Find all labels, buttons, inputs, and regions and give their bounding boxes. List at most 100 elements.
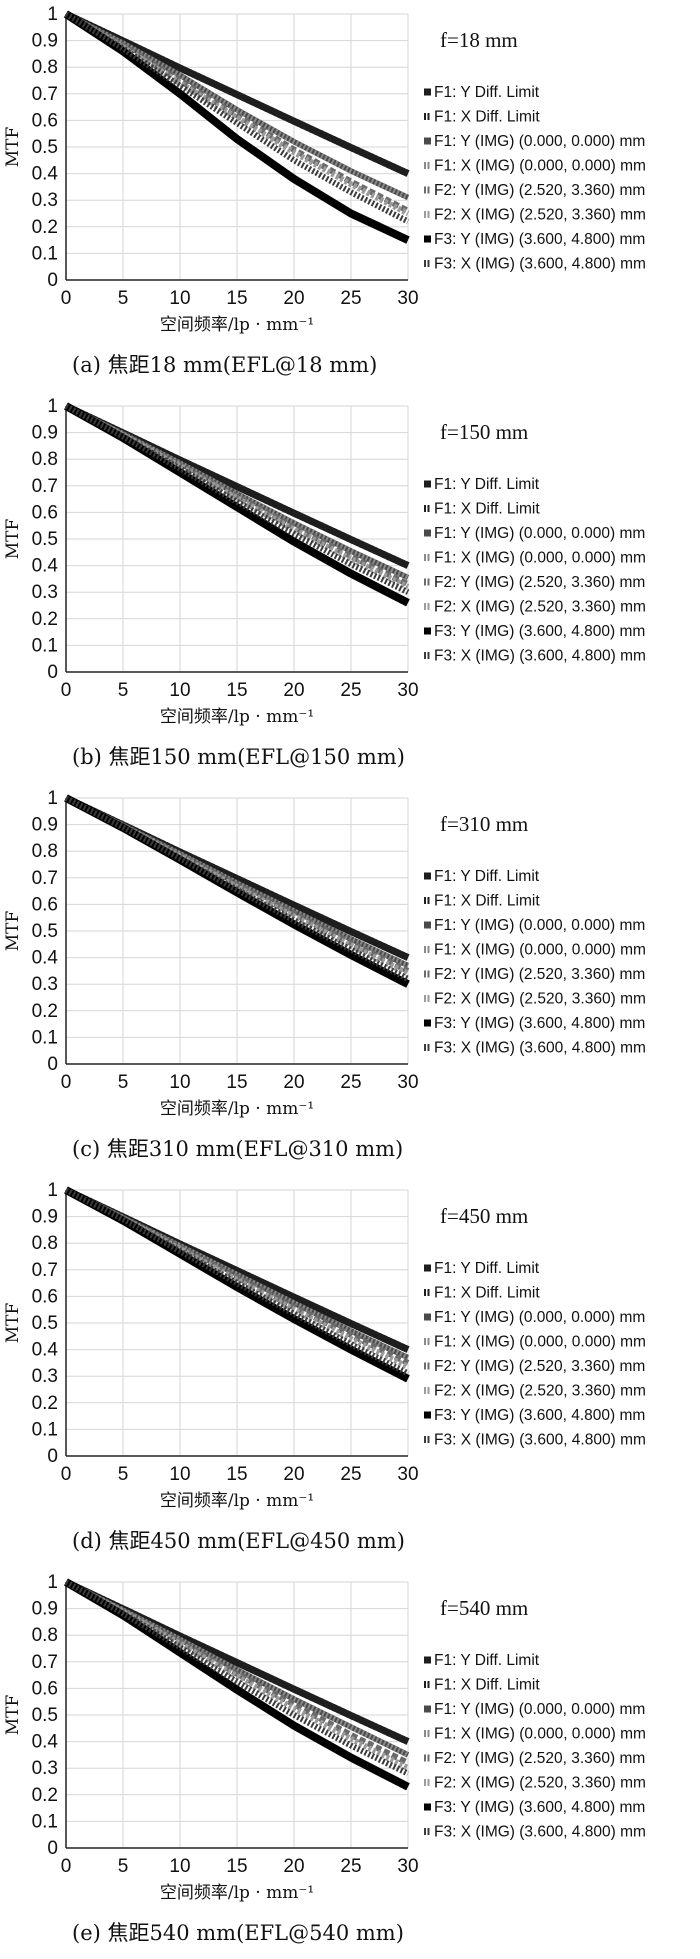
y-tick-label: 0.7 (32, 1652, 58, 1673)
focal-length-label: f=18 mm (440, 28, 518, 52)
mtf-chart: 00.10.20.30.40.50.60.70.80.910 5 10 15 20 25 3… (3, 1180, 646, 1553)
x-tick-label: 0 (61, 1464, 72, 1485)
legend-label: F3: X (IMG) (3.600, 4.800) mm (434, 1824, 646, 1841)
x-tick-label: 15 (226, 1072, 247, 1093)
x-tick-label: 20 (283, 1464, 304, 1485)
y-tick-label: 0.2 (32, 217, 58, 238)
series-line (64, 1187, 410, 1361)
y-tick-label: 0.5 (32, 137, 58, 158)
y-tick-label: 0.5 (32, 921, 58, 942)
y-tick-label: 0.4 (32, 1732, 59, 1753)
x-tick-label: 25 (340, 680, 361, 701)
legend-label: F3: Y (IMG) (3.600, 4.800) mm (434, 1015, 645, 1032)
y-tick-label: 1 (47, 1180, 58, 1201)
x-tick-label: 20 (283, 1856, 304, 1877)
legend-label: F1: Y Diff. Limit (434, 476, 540, 493)
y-tick-label: 0.9 (32, 31, 58, 52)
x-tick-label: 15 (226, 680, 247, 701)
y-tick-label: 0.7 (32, 868, 58, 889)
x-tick-label: 5 (118, 680, 129, 701)
y-axis-title: MTF (3, 1695, 23, 1736)
y-tick-label: 0.9 (32, 1599, 58, 1620)
x-tick-label: 10 (169, 1464, 190, 1485)
x-axis-title: 空间频率/lp · mm⁻¹ (160, 1491, 314, 1511)
y-tick-label: 0.3 (32, 582, 58, 603)
legend-label: F3: X (IMG) (3.600, 4.800) mm (434, 256, 646, 273)
x-tick-label: 15 (226, 1856, 247, 1877)
series-line (64, 795, 410, 969)
y-tick-label: 0.1 (32, 243, 58, 264)
x-tick-label: 5 (118, 1464, 129, 1485)
y-tick-label: 0.3 (32, 1366, 58, 1387)
series-line (63, 1578, 410, 1791)
y-tick-label: 0.5 (32, 1313, 58, 1334)
y-tick-label: 0 (47, 1446, 58, 1467)
legend-label: F1: Y (IMG) (0.000, 0.000) mm (434, 1701, 645, 1718)
x-tick-label: 0 (61, 1856, 72, 1877)
x-axis-title: 空间频率/lp · mm⁻¹ (160, 1099, 314, 1119)
chart-panel: 0 0.1 0.2 0.3 0.4 0.5 0.6 0.7 0.8 0.9 1 0 5 10 15 20 25 3… (0, 392, 700, 783)
x-tick-label: 15 (226, 1464, 247, 1485)
mtf-chart: 00.10.20.30.40.50.60.70.80.910 5 10 15 20 25 3… (3, 1572, 646, 1945)
legend-label: F3: X (IMG) (3.600, 4.800) mm (434, 1432, 646, 1449)
legend-label: F3: Y (IMG) (3.600, 4.800) mm (434, 623, 645, 640)
series-line (64, 1187, 410, 1377)
y-tick-label: 0.5 (32, 1705, 58, 1726)
x-tick-label: 5 (118, 288, 129, 309)
legend-label: F3: X (IMG) (3.600, 4.800) mm (434, 1040, 646, 1057)
y-tick-label: 1 (47, 788, 58, 809)
figure-caption: (c) 焦距310 mm(EFL@310 mm) (72, 1137, 403, 1161)
x-tick-label: 20 (283, 680, 304, 701)
x-axis-title: 空间频率/lp · mm⁻¹ (160, 707, 314, 727)
focal-length-label: f=540 mm (440, 1596, 528, 1620)
series-line (64, 11, 410, 225)
mtf-chart: 00.10.20.30.40.50.60.70.80.910 5 10 15 20 25 3… (3, 4, 646, 377)
y-tick-label: 0.8 (32, 841, 58, 862)
legend-label: F2: X (IMG) (2.520, 3.360) mm (434, 1383, 646, 1400)
legend-label: F3: Y (IMG) (3.600, 4.800) mm (434, 1407, 645, 1424)
series-line (64, 1187, 410, 1370)
x-tick-label: 0 (61, 680, 72, 701)
x-tick-label: 0 (61, 1072, 72, 1093)
chart-panel: 0 0.1 0.2 0.3 0.4 0.5 0.6 0.7 0.8 0.9 1 0 5 10 15 20 25 3… (0, 784, 700, 1175)
x-tick-label: 25 (340, 1072, 361, 1093)
x-tick-label: 30 (397, 1856, 418, 1877)
legend-label: F1: X Diff. Limit (434, 1677, 540, 1694)
y-axis-title: MTF (3, 127, 23, 168)
figure-caption: (b) 焦距150 mm(EFL@150 mm) (72, 745, 405, 769)
y-tick-label: 0 (47, 270, 58, 291)
x-tick-label: 15 (226, 288, 247, 309)
legend-label: F2: Y (IMG) (2.520, 3.360) mm (434, 966, 645, 983)
legend-label: F3: Y (IMG) (3.600, 4.800) mm (434, 1799, 645, 1816)
x-axis-title: 空间频率/lp · mm⁻¹ (160, 315, 314, 335)
legend-label: F2: X (IMG) (2.520, 3.360) mm (434, 599, 646, 616)
y-tick-label: 0.7 (32, 84, 58, 105)
x-tick-label: 25 (340, 1464, 361, 1485)
series-line (64, 403, 410, 595)
figure-caption: (d) 焦距450 mm(EFL@450 mm) (72, 1529, 405, 1553)
y-tick-label: 0.1 (32, 1027, 58, 1048)
legend-label: F1: Y (IMG) (0.000, 0.000) mm (434, 525, 645, 542)
legend-label: F1: X Diff. Limit (434, 1285, 540, 1302)
x-tick-label: 20 (283, 1072, 304, 1093)
figure-caption: (e) 焦距540 mm(EFL@540 mm) (72, 1921, 404, 1945)
legend-label: F1: Y (IMG) (0.000, 0.000) mm (434, 1309, 645, 1326)
mtf-chart: 00.10.20.30.40.50.60.70.80.910 5 10 15 20 25 3… (3, 396, 646, 769)
focal-length-label: f=450 mm (440, 1204, 528, 1228)
y-tick-label: 1 (47, 1572, 58, 1593)
y-tick-label: 0.2 (32, 1393, 58, 1414)
legend-label: F1: X Diff. Limit (434, 501, 540, 518)
y-tick-label: 0.7 (32, 476, 58, 497)
series-line (64, 1579, 410, 1758)
figure-caption: (a) 焦距18 mm(EFL@18 mm) (72, 353, 377, 377)
legend-label: F1: X Diff. Limit (434, 893, 540, 910)
chart-panel: 0 0.1 0.2 0.3 0.4 0.5 0.6 0.7 0.8 0.9 1 0 5 10 15 20 25 3… (0, 1568, 700, 1959)
series-line (64, 1579, 410, 1771)
y-axis-title: MTF (3, 519, 23, 560)
x-tick-label: 30 (397, 1072, 418, 1093)
y-tick-label: 0.6 (32, 894, 58, 915)
y-tick-label: 0.1 (32, 1811, 58, 1832)
x-tick-label: 20 (283, 288, 304, 309)
legend-label: F3: X (IMG) (3.600, 4.800) mm (434, 648, 646, 665)
